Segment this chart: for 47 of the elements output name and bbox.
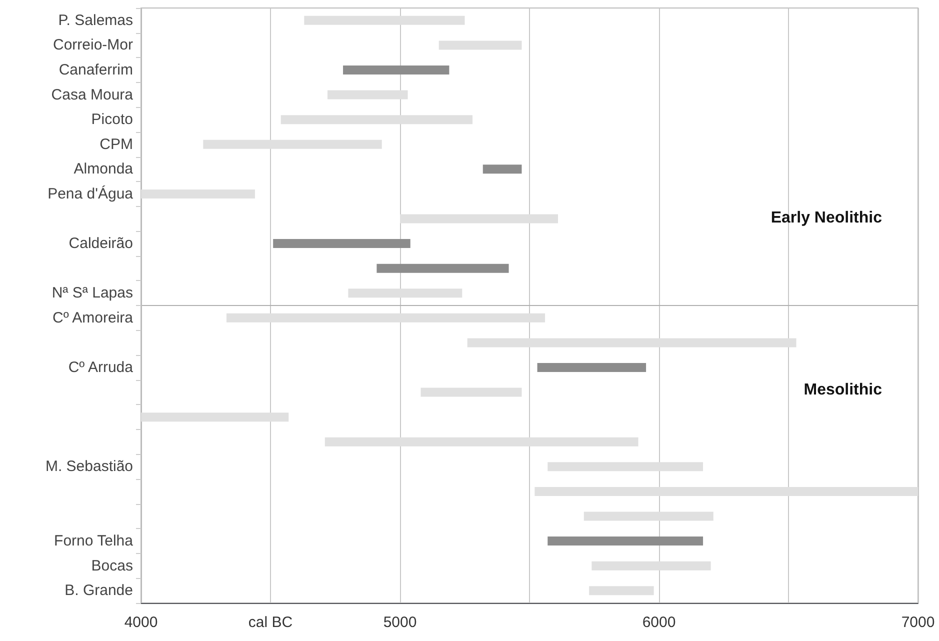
bar [324, 437, 638, 446]
annotation: Mesolithic [804, 382, 882, 398]
bar [537, 362, 646, 372]
bar [376, 264, 509, 273]
y-tick-label: Almonda [74, 160, 134, 178]
y-tick-label: Caldeirão [68, 235, 133, 252]
x-tick-label: 4000 [124, 614, 158, 631]
y-tick-label: Cº Arruda [68, 358, 134, 376]
y-tick-label: Correio-Mor [52, 36, 133, 54]
y-tick-label: Pena d'Água [48, 184, 134, 202]
bar [226, 313, 546, 322]
bar [327, 90, 408, 100]
x-tick-label: 6000 [642, 614, 676, 631]
bar [420, 388, 522, 397]
y-tick-label: M. Sebastião [45, 458, 133, 476]
bar [534, 486, 918, 496]
y-tick-label: CPM [100, 136, 133, 153]
bar [548, 462, 704, 472]
x-tick-label: 5000 [383, 614, 417, 631]
bar [304, 16, 465, 25]
x-tick-label: cal BC [248, 614, 293, 631]
bar [203, 140, 382, 149]
annotation: Early Neolithic [770, 210, 882, 226]
y-tick-label: P. Salemas [58, 12, 133, 29]
y-tick-label: Cº Amoreira [52, 309, 134, 326]
bar [348, 288, 462, 298]
y-tick-label: Picoto [91, 111, 133, 128]
y-tick-label: Casa Moura [51, 86, 134, 104]
y-tick-label: B. Grande [64, 582, 133, 600]
bar [141, 412, 289, 422]
bar [584, 512, 714, 521]
bar [438, 40, 522, 50]
bar [467, 338, 796, 348]
bar [589, 586, 654, 596]
x-tick-label: 7000 [901, 614, 935, 631]
y-tick-label: Nª Sª Lapas [52, 284, 133, 302]
y-tick-label: Bocas [91, 557, 133, 574]
y-tick-label: Canaferrim [58, 61, 133, 78]
bar [141, 189, 255, 198]
bar [548, 536, 704, 546]
bar [592, 561, 711, 570]
y-tick-label: Forno Telha [54, 532, 134, 550]
bar [400, 214, 558, 224]
bar [280, 115, 473, 124]
bar [482, 164, 522, 174]
bar [343, 65, 450, 74]
bar [273, 239, 410, 248]
